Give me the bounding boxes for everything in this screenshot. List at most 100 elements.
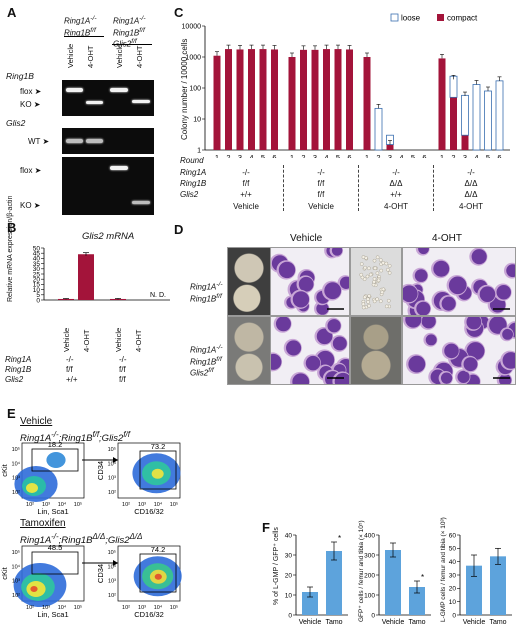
x-tick-label: 10⁵ <box>74 604 82 611</box>
cell-nucleus <box>292 373 310 384</box>
y-tick-label: 10 <box>449 599 457 606</box>
c-cell-treat: 4-OHT <box>384 202 408 211</box>
cell-nucleus <box>271 353 282 370</box>
band-label-text: flox <box>20 166 33 175</box>
y-tick-label: 20 <box>449 586 457 593</box>
x-axis-label: CD16/32 <box>134 610 164 619</box>
cell-nucleus <box>466 317 482 330</box>
round-label: 4 <box>474 153 478 158</box>
x-tick-label: 10² <box>122 502 130 508</box>
round-label: 4 <box>324 153 328 158</box>
y-tick-label: 0 <box>371 612 375 619</box>
loose-cell <box>372 277 377 281</box>
bar-compact <box>450 97 457 150</box>
bar-compact <box>438 58 446 150</box>
y-tick-label: 10⁴ <box>108 460 117 467</box>
round-label: 2 <box>301 153 305 158</box>
y-tick-label: 30 <box>33 266 41 273</box>
bar-compact <box>363 57 371 150</box>
gate-percent: 48.5 <box>48 543 63 552</box>
y-tick-label: 10000 <box>182 24 202 31</box>
cell-nucleus <box>275 317 291 332</box>
x-tick-label: 10³ <box>138 605 146 611</box>
y-tick-label: 20 <box>285 572 293 579</box>
colony-image <box>350 316 402 385</box>
loose-cell <box>386 267 390 272</box>
bar-compact <box>259 49 267 151</box>
loose-cell <box>366 297 370 301</box>
legend-swatch-loose <box>390 13 399 22</box>
chart-c: 1 10 100 1000 10000 1 2 3 4 5 6 1 2 3 4 5 6 1 2 3 4 5 6 1 2 3 4 5 6 l… <box>182 13 510 158</box>
round-label: 5 <box>336 153 340 158</box>
c-group-separator <box>358 165 359 211</box>
c-cell-treat: Vehicle <box>308 202 334 211</box>
f3-ylabel: L-GMP cells / femur and tibia (× 10³) <box>440 517 447 622</box>
gate <box>139 450 177 490</box>
flow-plot-tamox-lsk: 48.5 10² 10² 10³ 10³ 10⁴ 10⁴ 10⁵ 10⁵ Lin, Sca1 cKi… <box>0 543 85 619</box>
bar <box>302 592 318 615</box>
panel-label-f: F <box>262 520 270 535</box>
bar <box>78 254 94 300</box>
b-row-glis2: Glis2 <box>5 375 24 384</box>
round-label: 1 <box>440 153 444 158</box>
gate <box>31 448 79 472</box>
c-cell-ring1b: Δ/Δ <box>389 179 403 188</box>
bar-compact <box>300 49 307 151</box>
loose-cell <box>359 272 364 277</box>
round-label: 5 <box>411 153 415 158</box>
x-tick-label: 10³ <box>138 502 146 508</box>
y-tick-label: 0 <box>36 297 40 304</box>
loose-cell <box>375 255 380 260</box>
gate-percent: 73.2 <box>151 442 166 451</box>
round-label: 3 <box>238 153 242 158</box>
gate <box>139 553 177 593</box>
y-tick-label: 10⁴ <box>108 563 117 570</box>
loose-cell <box>361 255 366 259</box>
cell-nucleus <box>425 334 437 346</box>
y-tick-label: 10 <box>193 117 201 124</box>
cell-nucleus <box>440 372 453 384</box>
y-tick-label: 10³ <box>12 476 20 482</box>
cell-nucleus <box>502 328 514 340</box>
y-tick-label: 0 <box>452 612 456 619</box>
bar <box>58 298 74 300</box>
round-label: 1 <box>365 153 369 158</box>
e-tamox-genotype: Ring1A-/-;Ring1BΔ/Δ;Glis2Δ/Δ <box>20 532 143 547</box>
loose-cell <box>371 282 376 287</box>
y-tick-label: 10 <box>285 592 293 599</box>
significance-star: * <box>338 534 341 543</box>
b-x-label: 4-OHT <box>82 329 91 353</box>
density-blob <box>26 483 38 493</box>
loose-cell <box>379 268 383 273</box>
x-label: Tamo <box>489 619 506 626</box>
round-label: 4 <box>399 153 403 158</box>
y-tick-label: 10³ <box>12 579 20 585</box>
cell-nucleus <box>506 264 515 278</box>
b-row-ring1b: Ring1B <box>5 365 32 374</box>
loose-cell <box>378 258 383 262</box>
cell-nucleus <box>479 286 496 303</box>
cell-nucleus <box>444 343 459 359</box>
round-label: 6 <box>347 153 351 158</box>
e-vehicle-title: Vehicle <box>20 416 53 427</box>
cell-nucleus <box>332 336 347 351</box>
x-tick-label: 10³ <box>42 502 50 508</box>
y-tick-label: 10⁵ <box>108 446 116 453</box>
cytospin-image <box>270 247 350 316</box>
flow-plot-tamox-gmp: 74.2 10² 10² 10³ 10³ 10⁴ 10⁴ 10⁵ 10⁵ CD16/32 CD34 <box>96 545 182 619</box>
cell-nucleus <box>414 269 428 282</box>
b-title: Glis2 mRNA <box>82 231 135 242</box>
y-tick-label: 10⁴ <box>12 460 21 467</box>
band <box>132 201 150 204</box>
bar-compact <box>334 49 342 151</box>
a-gel-title-glis2: Glis2 <box>6 118 26 128</box>
cytospin-cells <box>271 317 349 384</box>
bar-compact <box>271 49 278 150</box>
bar <box>326 551 342 615</box>
cell-nucleus <box>305 355 321 371</box>
y-axis-label: cKit <box>0 566 9 579</box>
y-tick-label: 10 <box>33 287 41 294</box>
chart-f2: 0 100 200 300 400 Vehicle Tamo * <box>364 532 431 626</box>
d-row-2: Ring1A-/- Ring1Bf/f Glis2f/f <box>190 344 223 378</box>
bar-compact <box>461 135 469 150</box>
